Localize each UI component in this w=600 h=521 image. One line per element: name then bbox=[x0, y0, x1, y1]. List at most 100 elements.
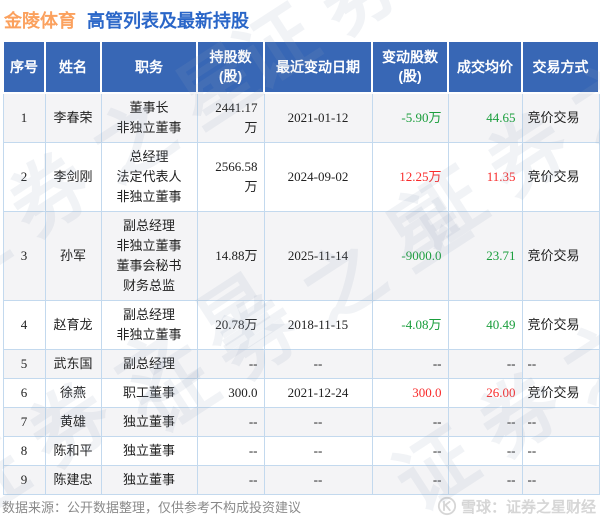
cell-trade-method: -- bbox=[521, 436, 600, 466]
cell-avg-price: -- bbox=[447, 465, 523, 495]
cell-position: 副总经理 非独立董事 董事会秘书 财务总监 bbox=[100, 211, 198, 301]
cell-serial-number: 6 bbox=[2, 378, 46, 408]
cell-share-change: 12.25万 bbox=[371, 142, 449, 212]
cell-serial-number: 2 bbox=[2, 142, 46, 212]
cell-shares-held: 300.0 bbox=[196, 378, 265, 408]
cell-position: 独立董事 bbox=[100, 436, 198, 466]
cell-change-date: -- bbox=[263, 407, 373, 437]
cell-trade-method: -- bbox=[521, 407, 600, 437]
cell-name: 孙军 bbox=[44, 211, 102, 301]
cell-shares-held: 20.78万 bbox=[196, 300, 265, 350]
column-header: 最近变动日期 bbox=[263, 40, 373, 94]
cell-name: 李剑刚 bbox=[44, 142, 102, 212]
cell-trade-method: 竞价交易 bbox=[521, 211, 600, 301]
cell-avg-price: 11.35 bbox=[447, 142, 523, 212]
page-title: 金陵体育 高管列表及最新持股 bbox=[4, 7, 249, 33]
cell-position: 副总经理 bbox=[100, 349, 198, 379]
cell-change-date: 2021-12-24 bbox=[263, 378, 373, 408]
data-source-disclaimer: 数据来源：公开数据整理，仅供参考不构成投资建议 bbox=[2, 499, 302, 515]
cell-shares-held: 2566.58万 bbox=[196, 142, 265, 212]
cell-change-date: 2025-11-14 bbox=[263, 211, 373, 301]
column-header: 变动股数 (股) bbox=[371, 40, 449, 94]
cell-shares-held: -- bbox=[196, 465, 265, 495]
cell-position: 职工董事 bbox=[100, 378, 198, 408]
table-row: 7 黄雄 独立董事 -- -- -- -- -- bbox=[2, 407, 600, 437]
cell-avg-price: 26.00 bbox=[447, 378, 523, 408]
cell-serial-number: 1 bbox=[2, 92, 46, 143]
cell-trade-method: 竞价交易 bbox=[521, 142, 600, 212]
footer: 数据来源：公开数据整理，仅供参考不构成投资建议 雪球：证券之星财经 bbox=[2, 494, 596, 518]
table-row: 3 孙军 副总经理 非独立董事 董事会秘书 财务总监 14.88万 2025-11-1… bbox=[2, 211, 600, 301]
cell-avg-price: 44.65 bbox=[447, 92, 523, 143]
table-row: 9 陈建忠 独立董事 -- -- -- -- -- bbox=[2, 465, 600, 495]
cell-serial-number: 9 bbox=[2, 465, 46, 495]
cell-change-date: -- bbox=[263, 349, 373, 379]
cell-name: 陈建忠 bbox=[44, 465, 102, 495]
cell-shares-held: 14.88万 bbox=[196, 211, 265, 301]
cell-trade-method: 竞价交易 bbox=[521, 300, 600, 350]
cell-change-date: 2021-01-12 bbox=[263, 92, 373, 143]
cell-trade-method: -- bbox=[521, 465, 600, 495]
cell-avg-price: -- bbox=[447, 349, 523, 379]
cell-avg-price: -- bbox=[447, 436, 523, 466]
stock-name: 金陵体育 bbox=[4, 11, 76, 31]
cell-change-date: -- bbox=[263, 465, 373, 495]
xueqiu-logo-icon bbox=[437, 496, 457, 516]
column-header: 姓名 bbox=[44, 40, 102, 94]
column-header: 持股数 (股) bbox=[196, 40, 265, 94]
cell-change-date: 2018-11-15 bbox=[263, 300, 373, 350]
cell-share-change: -5.90万 bbox=[371, 92, 449, 143]
cell-avg-price: 23.71 bbox=[447, 211, 523, 301]
cell-shares-held: -- bbox=[196, 349, 265, 379]
column-header: 序号 bbox=[2, 40, 46, 94]
cell-position: 董事长 非独立董事 bbox=[100, 92, 198, 143]
cell-name: 赵育龙 bbox=[44, 300, 102, 350]
cell-name: 武东国 bbox=[44, 349, 102, 379]
cell-serial-number: 7 bbox=[2, 407, 46, 437]
page-title-text: 高管列表及最新持股 bbox=[87, 11, 249, 31]
cell-position: 副总经理 非独立董事 bbox=[100, 300, 198, 350]
table-row: 4 赵育龙 副总经理 非独立董事 20.78万 2018-11-15 -4.08万… bbox=[2, 300, 600, 350]
cell-name: 陈和平 bbox=[44, 436, 102, 466]
cell-change-date: 2024-09-02 bbox=[263, 142, 373, 212]
executives-table: 序号 姓名 职务 持股数 (股) 最近变动日期 变动股数 (股) 成交均价 交易方式 1 李春… bbox=[2, 40, 600, 495]
table-row: 1 李春荣 董事长 非独立董事 2441.17万 2021-01-12 -5.90… bbox=[2, 92, 600, 143]
cell-position: 独立董事 bbox=[100, 465, 198, 495]
brand-text: 雪球：证券之星财经 bbox=[460, 498, 596, 516]
cell-serial-number: 5 bbox=[2, 349, 46, 379]
cell-share-change: -4.08万 bbox=[371, 300, 449, 350]
cell-share-change: -- bbox=[371, 407, 449, 437]
cell-avg-price: 40.49 bbox=[447, 300, 523, 350]
cell-position: 总经理 法定代表人 非独立董事 bbox=[100, 142, 198, 212]
cell-trade-method: 竞价交易 bbox=[521, 378, 600, 408]
cell-shares-held: -- bbox=[196, 436, 265, 466]
table-row: 6 徐燕 职工董事 300.0 2021-12-24 300.0 26.00 竞… bbox=[2, 378, 600, 408]
table-body: 1 李春荣 董事长 非独立董事 2441.17万 2021-01-12 -5.90… bbox=[2, 92, 600, 495]
cell-position: 独立董事 bbox=[100, 407, 198, 437]
cell-name: 黄雄 bbox=[44, 407, 102, 437]
cell-share-change: 300.0 bbox=[371, 378, 449, 408]
table-header-row: 序号 姓名 职务 持股数 (股) 最近变动日期 变动股数 (股) 成交均价 交易方式 bbox=[2, 40, 600, 94]
cell-name: 徐燕 bbox=[44, 378, 102, 408]
cell-trade-method: -- bbox=[521, 349, 600, 379]
cell-name: 李春荣 bbox=[44, 92, 102, 143]
column-header: 职务 bbox=[100, 40, 198, 94]
column-header: 交易方式 bbox=[521, 40, 600, 94]
cell-share-change: -- bbox=[371, 465, 449, 495]
cell-serial-number: 4 bbox=[2, 300, 46, 350]
cell-avg-price: -- bbox=[447, 407, 523, 437]
cell-shares-held: -- bbox=[196, 407, 265, 437]
cell-shares-held: 2441.17万 bbox=[196, 92, 265, 143]
cell-trade-method: 竞价交易 bbox=[521, 92, 600, 143]
table-row: 8 陈和平 独立董事 -- -- -- -- -- bbox=[2, 436, 600, 466]
cell-change-date: -- bbox=[263, 436, 373, 466]
cell-share-change: -- bbox=[371, 436, 449, 466]
table-row: 2 李剑刚 总经理 法定代表人 非独立董事 2566.58万 2024-09-02 … bbox=[2, 142, 600, 212]
column-header: 成交均价 bbox=[447, 40, 523, 94]
cell-serial-number: 8 bbox=[2, 436, 46, 466]
cell-share-change: -- bbox=[371, 349, 449, 379]
brand-footer: 雪球：证券之星财经 bbox=[437, 496, 596, 517]
cell-share-change: -9000.0 bbox=[371, 211, 449, 301]
cell-serial-number: 3 bbox=[2, 211, 46, 301]
table-row: 5 武东国 副总经理 -- -- -- -- -- bbox=[2, 349, 600, 379]
